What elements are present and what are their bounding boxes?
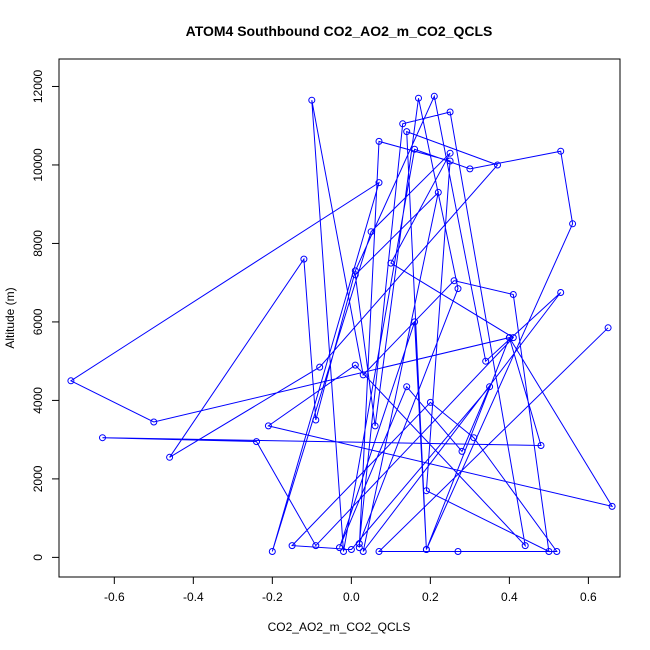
data-point — [458, 447, 466, 455]
data-point — [264, 422, 272, 430]
x-tick-label: -0.6 — [104, 590, 125, 604]
data-point — [99, 434, 106, 442]
y-tick-label: 4000 — [31, 387, 45, 414]
data-point — [359, 371, 367, 379]
data-point — [557, 147, 565, 155]
data-point — [557, 289, 565, 296]
data-point — [347, 546, 355, 553]
x-tick-label: 0.4 — [501, 590, 518, 604]
data-point — [336, 544, 343, 552]
data-point — [509, 334, 517, 342]
data-point — [411, 145, 419, 153]
data-point — [494, 161, 501, 169]
data-point — [545, 548, 553, 555]
x-tick-label: -0.4 — [183, 590, 204, 604]
data-point — [430, 92, 438, 100]
y-tick-label: 2000 — [31, 465, 45, 492]
data-point — [316, 363, 324, 371]
data-point — [537, 442, 545, 449]
data-point — [253, 438, 260, 446]
data-point — [446, 149, 454, 157]
data-point — [434, 188, 442, 196]
data-point — [351, 361, 359, 369]
y-axis-label: Altitude (m) — [3, 287, 17, 348]
data-point — [450, 277, 458, 285]
data-point — [150, 418, 158, 426]
data-point — [466, 165, 474, 173]
data-point — [403, 383, 411, 391]
x-tick-label: -0.2 — [262, 590, 283, 604]
data-point — [422, 546, 430, 553]
data-point — [553, 548, 561, 555]
data-point — [486, 383, 494, 391]
data-point — [604, 324, 612, 332]
data-point — [340, 548, 347, 555]
data-point — [446, 157, 454, 165]
data-point — [67, 377, 75, 385]
data-point — [454, 285, 462, 293]
y-tick-label: 8000 — [31, 230, 45, 257]
data-point — [268, 548, 276, 555]
x-tick-label: 0.2 — [422, 590, 439, 604]
series-line — [69, 94, 614, 553]
data-point — [355, 544, 363, 552]
data-point — [426, 398, 434, 406]
x-tick-label: 0.0 — [343, 590, 360, 604]
data-point — [351, 271, 359, 279]
y-tick-label: 10000 — [31, 148, 45, 182]
data-point — [312, 542, 320, 550]
data-point — [166, 453, 174, 461]
y-tick-label: 0 — [31, 554, 45, 561]
data-point — [470, 434, 478, 442]
data-point — [387, 259, 395, 267]
data-point — [355, 540, 363, 548]
data-point — [569, 220, 577, 228]
data-point — [411, 318, 419, 326]
data-point — [482, 357, 490, 365]
plot-frame — [58, 58, 621, 578]
data-point — [505, 334, 513, 342]
data-point — [375, 548, 383, 555]
data-point — [608, 502, 616, 510]
data-point — [375, 179, 383, 187]
x-axis: -0.6 -0.4 -0.2 0.0 0.2 0.4 0.6 — [104, 577, 597, 604]
x-tick-label: 0.6 — [580, 590, 597, 604]
data-point — [521, 542, 529, 550]
data-point — [371, 422, 379, 430]
data-point — [351, 267, 359, 275]
data-point — [415, 94, 422, 102]
data-point — [399, 120, 407, 128]
data-point — [446, 108, 454, 116]
data-point — [422, 487, 430, 495]
data-point — [375, 137, 383, 145]
y-axis: 0 2000 4000 6000 8000 10000 12000 — [31, 69, 59, 561]
y-tick-label: 12000 — [31, 69, 45, 103]
data-point — [312, 416, 320, 424]
y-tick-label: 6000 — [31, 308, 45, 335]
data-point — [359, 548, 367, 555]
data-point — [403, 128, 411, 136]
data-point — [288, 542, 296, 550]
chart-title: ATOM4 Southbound CO2_AO2_m_CO2_QCLS — [186, 23, 493, 39]
data-point — [308, 96, 316, 104]
x-axis-label: CO2_AO2_m_CO2_QCLS — [268, 620, 411, 634]
data-point — [300, 255, 308, 263]
series-layer — [67, 92, 616, 555]
data-point — [454, 548, 462, 555]
data-point — [367, 228, 375, 236]
data-point — [509, 291, 517, 298]
